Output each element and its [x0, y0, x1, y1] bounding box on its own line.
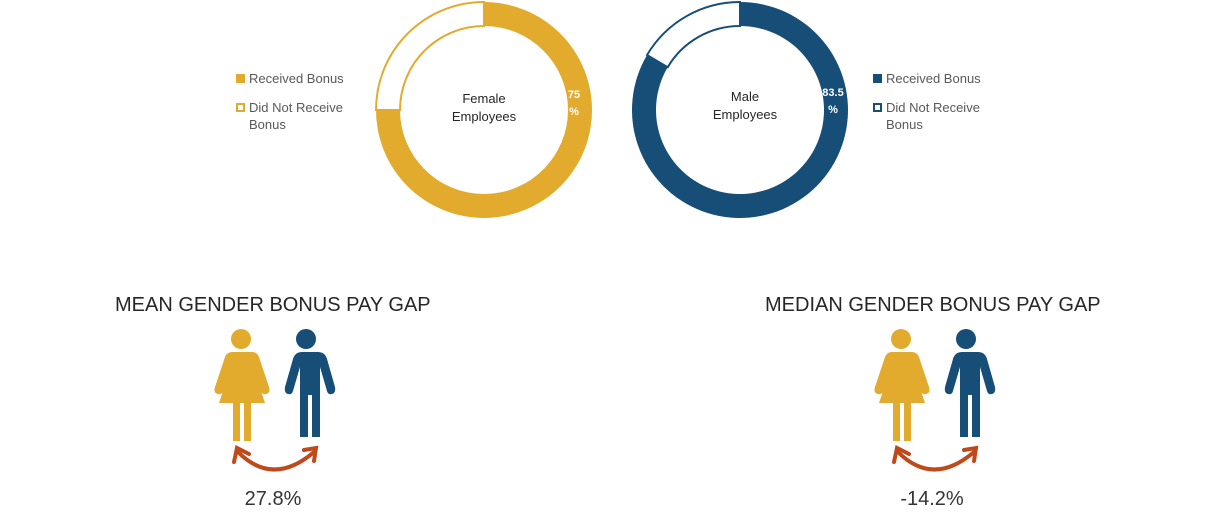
swap-arrow-icon: [892, 445, 979, 472]
female-legend: Received Bonus Did Not Receive Bonus: [236, 70, 344, 133]
man-icon: [944, 329, 996, 437]
outline-swatch-icon: [873, 103, 882, 112]
outline-swatch-icon: [236, 103, 245, 112]
female-donut-center-label: Female Employees: [451, 91, 517, 124]
filled-swatch-icon: [873, 74, 882, 83]
median-gap-title: MEDIAN GENDER BONUS PAY GAP: [765, 294, 1101, 316]
swap-arrow-icon: [232, 445, 319, 472]
female-donut-chart: [374, 0, 592, 218]
median-icons: [874, 329, 996, 472]
mean-gap-value: 27.8%: [244, 488, 302, 510]
female-data-label: 75%: [567, 89, 581, 118]
male-legend: Received Bonus Did Not Receive Bonus: [873, 70, 981, 133]
filled-swatch-icon: [236, 74, 245, 83]
male-donut-center-label: Male Employees: [712, 89, 778, 122]
slice-did-not-receive-bonus: [645, 0, 741, 69]
legend-item-received: Received Bonus: [236, 70, 344, 87]
mean-gap-title: MEAN GENDER BONUS PAY GAP: [115, 294, 431, 316]
woman-icon: [874, 329, 930, 441]
legend-item-not-received: Did Not Receive Bonus: [873, 99, 981, 133]
woman-icon: [214, 329, 270, 441]
median-gap-value: -14.2%: [900, 488, 964, 510]
man-icon: [284, 329, 336, 437]
legend-item-received: Received Bonus: [873, 70, 981, 87]
slice-did-not-receive-bonus: [374, 0, 485, 111]
mean-icons: [214, 329, 336, 472]
legend-item-not-received: Did Not Receive Bonus: [236, 99, 344, 133]
male-donut-chart: [632, 0, 848, 219]
male-data-label: 83.5%: [822, 87, 844, 116]
